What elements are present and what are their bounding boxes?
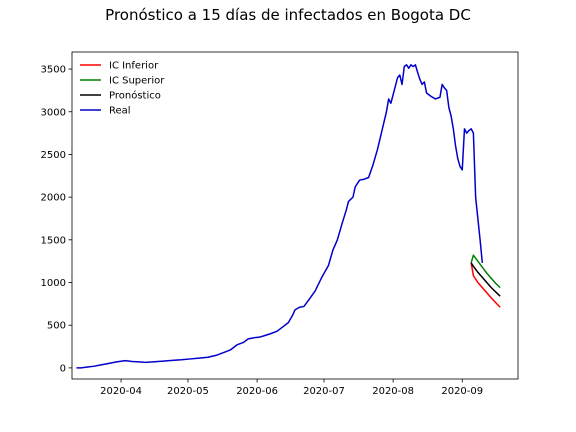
plot-frame: [71, 51, 519, 380]
x-tick-label: 2020-05: [167, 386, 209, 397]
legend-label: Pronóstico: [109, 90, 161, 102]
y-axis: 0 500 1000 1500 2000 2500 3000 3500: [41, 65, 72, 374]
x-tick-label: 2020-06: [236, 386, 278, 397]
y-tick-label: 2500: [41, 150, 66, 161]
series-line-real: [76, 64, 484, 369]
y-tick-label: 1000: [41, 278, 66, 289]
x-axis: 2020-04 2020-05 2020-06 2020-07 2020-08 2020-…: [100, 379, 483, 397]
y-tick-label: 2000: [41, 193, 66, 204]
x-tick-label: 2020-08: [372, 386, 414, 397]
series-line-pronostico: [470, 262, 501, 297]
chart-title: Pronóstico a 15 días de infectados en Bo…: [105, 6, 471, 24]
x-tick-label: 2020-07: [303, 386, 345, 397]
legend-label: IC Inferior: [109, 61, 159, 72]
legend-label: IC Superior: [109, 76, 165, 87]
legend: IC Inferior IC Superior Pronóstico Real: [80, 61, 165, 117]
y-tick-label: 500: [47, 321, 66, 332]
legend-label: Real: [109, 106, 131, 117]
series-line-ic-superior: [470, 254, 501, 289]
y-tick-label: 0: [60, 363, 66, 374]
y-tick-label: 3000: [41, 107, 66, 118]
y-tick-label: 3500: [41, 65, 66, 76]
x-tick-label: 2020-04: [100, 386, 142, 397]
series-lines: [76, 64, 501, 369]
series-line-ic-inferior: [470, 262, 501, 308]
x-tick-label: 2020-09: [441, 386, 483, 397]
y-tick-label: 1500: [41, 235, 66, 246]
